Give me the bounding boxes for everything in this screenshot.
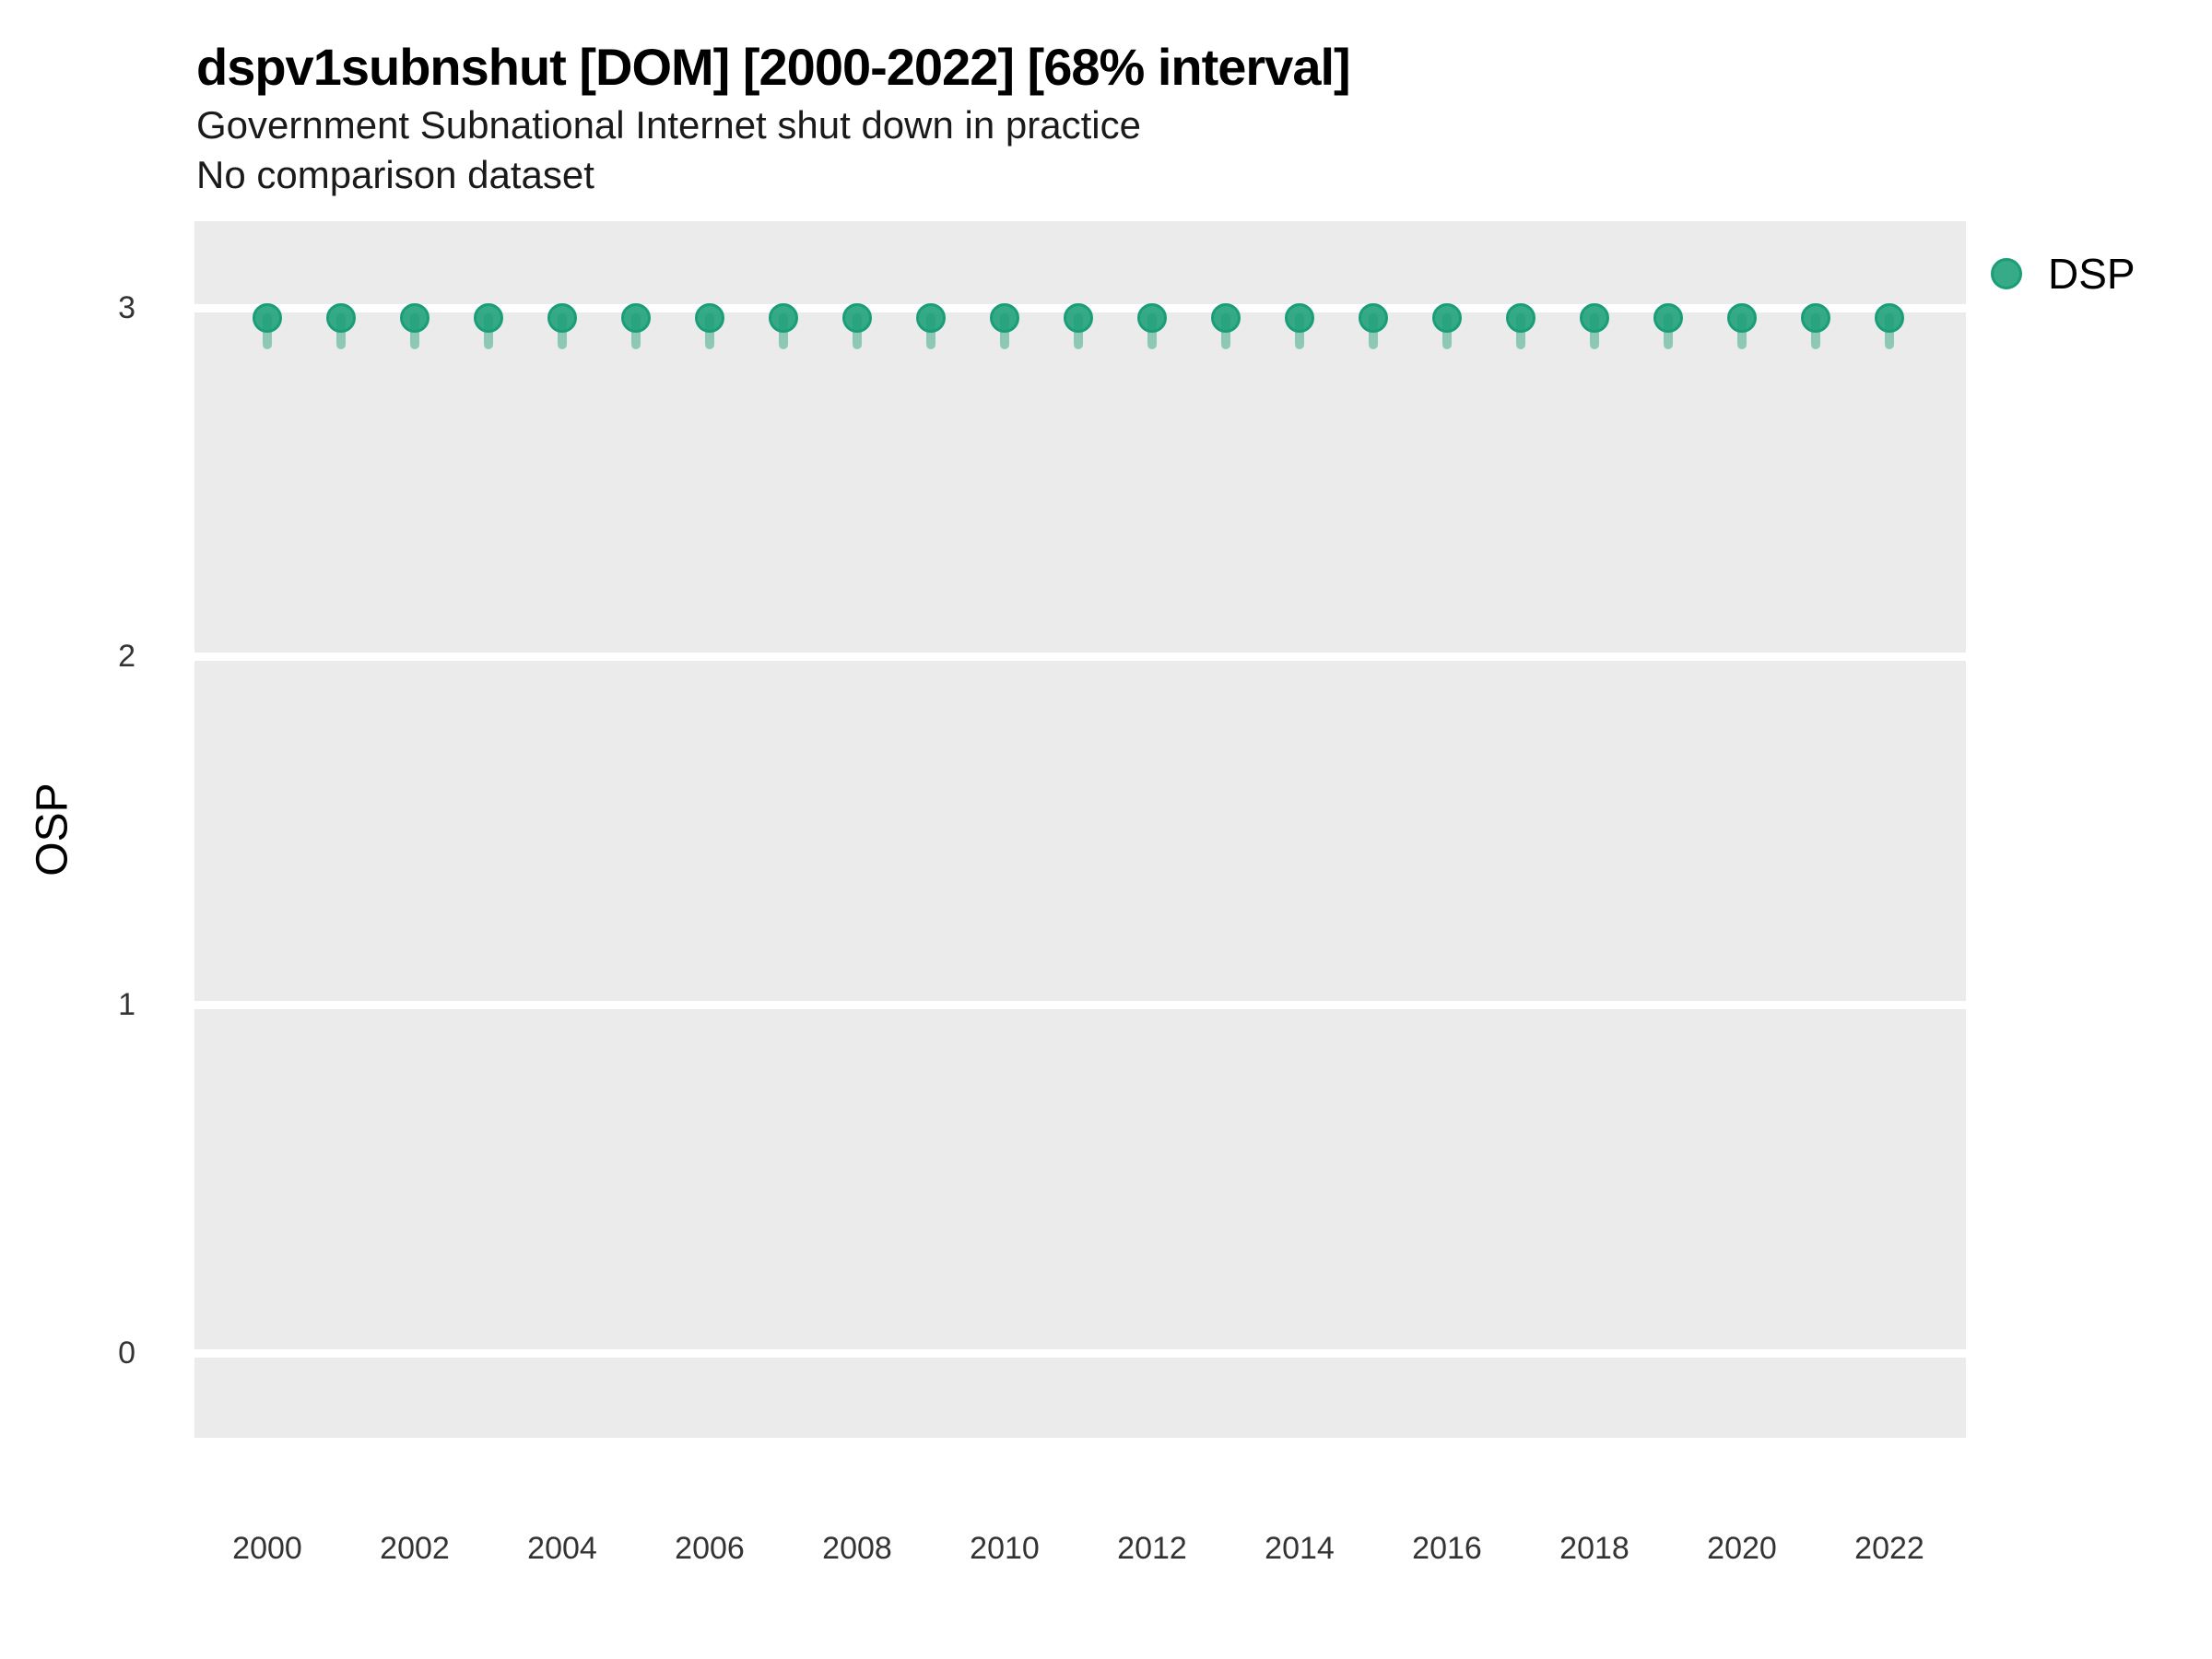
x-tick-label-2022: 2022 bbox=[1854, 1531, 1924, 1566]
x-tick-label-2014: 2014 bbox=[1265, 1531, 1335, 1566]
x-tick-label-2000: 2000 bbox=[232, 1531, 302, 1566]
data-point-2000 bbox=[253, 303, 282, 334]
data-point-2022 bbox=[1875, 303, 1904, 334]
data-point-2002 bbox=[400, 303, 429, 334]
data-point-2020 bbox=[1727, 303, 1757, 334]
data-point-2010 bbox=[990, 303, 1019, 334]
gridline-y-0 bbox=[194, 1348, 1966, 1358]
x-tick-label-2008: 2008 bbox=[822, 1531, 892, 1566]
data-point-2013 bbox=[1211, 303, 1241, 334]
data-point-2008 bbox=[842, 303, 872, 334]
y-tick-label-0: 0 bbox=[118, 1335, 135, 1371]
y-tick-label-3: 3 bbox=[118, 290, 135, 325]
data-point-2015 bbox=[1359, 303, 1388, 334]
y-tick-label-1: 1 bbox=[118, 987, 135, 1022]
x-tick-label-2012: 2012 bbox=[1117, 1531, 1187, 1566]
data-point-2021 bbox=[1801, 303, 1830, 334]
data-point-2019 bbox=[1653, 303, 1683, 334]
data-point-2001 bbox=[326, 303, 356, 334]
x-tick-label-2010: 2010 bbox=[970, 1531, 1040, 1566]
y-tick-label-2: 2 bbox=[118, 639, 135, 674]
x-tick-label-2020: 2020 bbox=[1707, 1531, 1777, 1566]
data-point-2016 bbox=[1432, 303, 1462, 334]
plot-panel bbox=[194, 221, 1966, 1438]
data-point-2012 bbox=[1137, 303, 1167, 334]
data-point-2006 bbox=[695, 303, 724, 334]
x-tick-label-2002: 2002 bbox=[380, 1531, 450, 1566]
legend: DSP bbox=[1991, 249, 2136, 299]
data-point-2005 bbox=[621, 303, 651, 334]
data-point-2003 bbox=[474, 303, 503, 334]
legend-label-dsp: DSP bbox=[2048, 250, 2136, 298]
y-axis-title: OSP bbox=[28, 782, 77, 877]
legend-swatch-dsp bbox=[1991, 258, 2022, 289]
gridline-y-1 bbox=[194, 1000, 1966, 1009]
data-point-2007 bbox=[769, 303, 798, 334]
chart-subtitle: Government Subnational Internet shut dow… bbox=[196, 103, 1141, 147]
x-tick-label-2016: 2016 bbox=[1412, 1531, 1482, 1566]
data-point-2014 bbox=[1285, 303, 1314, 334]
gridline-y-2 bbox=[194, 652, 1966, 661]
x-tick-label-2006: 2006 bbox=[675, 1531, 745, 1566]
data-point-2017 bbox=[1506, 303, 1535, 334]
data-point-2011 bbox=[1064, 303, 1093, 334]
chart-title: dspv1subnshut [DOM] [2000-2022] [68% int… bbox=[196, 38, 1351, 96]
chart-note: No comparison dataset bbox=[196, 153, 594, 196]
x-tick-label-2004: 2004 bbox=[527, 1531, 597, 1566]
data-point-2004 bbox=[547, 303, 577, 334]
x-tick-label-2018: 2018 bbox=[1559, 1531, 1630, 1566]
data-point-2018 bbox=[1580, 303, 1609, 334]
data-point-2009 bbox=[916, 303, 946, 334]
